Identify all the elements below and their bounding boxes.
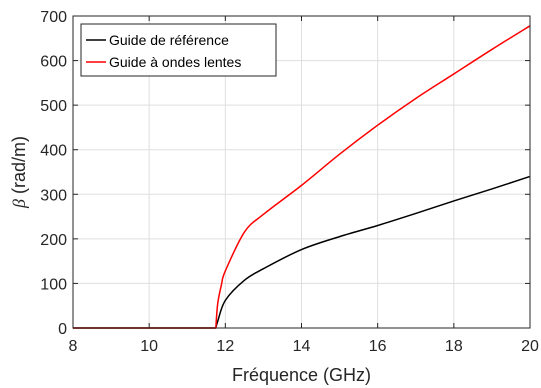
x-tick-label: 16 [369,338,387,355]
series-layer [73,25,531,329]
series-line-reference [73,175,531,329]
y-tick-label: 100 [40,276,67,293]
x-axis-label: Fréquence (GHz) [232,365,371,385]
legend-label-slow-wave: Guide à ondes lentes [109,54,241,70]
x-tick-label: 10 [140,338,158,355]
y-axis-unit: (rad/m) [9,136,29,199]
legend-label-reference: Guide de référence [109,32,229,48]
y-tick-label: 400 [40,143,67,160]
y-tick-label: 600 [40,54,67,71]
x-tick-label: 12 [216,338,234,355]
ticks [72,15,531,329]
x-tick-label: 18 [445,338,463,355]
x-tick-label: 20 [521,338,539,355]
y-tick-label: 0 [58,321,67,338]
legend: Guide de référence Guide à ondes lentes [80,23,277,77]
x-tick-label: 8 [69,338,78,355]
y-tick-label: 700 [40,9,67,26]
series-line-slow-wave [73,25,531,329]
y-tick-label: 200 [40,232,67,249]
legend-box [80,23,277,77]
y-axis-symbol: β [9,199,29,209]
y-axis-label: β (rad/m) [9,136,29,209]
x-tick-label: 14 [293,338,311,355]
y-tick-label: 500 [40,98,67,115]
y-tick-label: 300 [40,187,67,204]
